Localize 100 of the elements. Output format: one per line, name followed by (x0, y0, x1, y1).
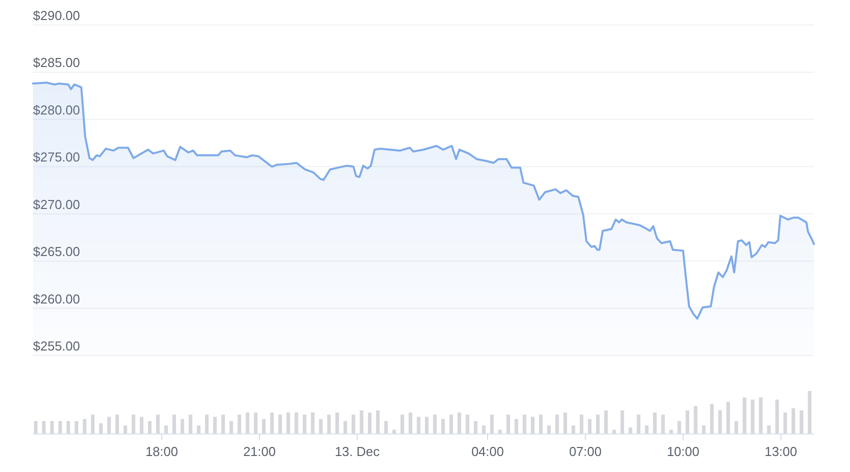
x-tick-label: 21:00 (243, 444, 276, 459)
bar (400, 414, 404, 434)
bar (302, 414, 306, 434)
bar (278, 414, 282, 434)
x-tick-label: 10:00 (666, 444, 700, 459)
bar (319, 418, 323, 434)
y-tick-label: $255.00 (33, 338, 80, 354)
bar (490, 414, 494, 434)
bar (547, 425, 551, 434)
y-tick-label: $285.00 (33, 55, 80, 70)
bar (726, 402, 730, 434)
bar (376, 410, 380, 434)
y-tick-label: $265.00 (33, 244, 80, 260)
bar (628, 428, 632, 434)
bar (750, 400, 754, 434)
y-tick-label: $270.00 (33, 196, 80, 212)
x-tick-label: 07:00 (569, 444, 602, 459)
bar (522, 414, 526, 434)
bar (792, 408, 796, 434)
bar (238, 414, 242, 434)
bar (620, 410, 624, 434)
bar (74, 421, 78, 434)
bar (34, 421, 38, 434)
bar (384, 421, 388, 434)
bar (107, 416, 111, 434)
bar (310, 412, 315, 434)
x-tick-label: 04:00 (471, 444, 504, 459)
bar (644, 425, 649, 434)
bar (99, 423, 103, 434)
bar (262, 418, 266, 434)
bar (180, 418, 184, 434)
bar (50, 421, 54, 434)
bar (441, 418, 445, 434)
bar (678, 421, 682, 434)
bar (800, 410, 804, 434)
bar (458, 412, 462, 434)
bar (514, 418, 518, 434)
bar (742, 397, 746, 434)
bar (270, 412, 274, 434)
bar (702, 425, 706, 434)
bar (669, 430, 673, 434)
bar (352, 414, 356, 434)
bar (360, 410, 364, 434)
bar (474, 421, 478, 434)
y-tick-label: $260.00 (33, 291, 80, 306)
bar (758, 397, 763, 434)
bar (204, 414, 209, 434)
bar (612, 430, 616, 434)
bar (196, 425, 200, 434)
bar (539, 414, 543, 434)
bar (424, 416, 429, 434)
bar (734, 421, 738, 434)
bar (172, 414, 176, 434)
x-tick-label: 13. Dec (334, 444, 380, 459)
bar (221, 414, 225, 434)
bar (449, 414, 453, 434)
bar (653, 412, 657, 434)
bar (115, 414, 119, 434)
bar (498, 430, 502, 434)
bar (783, 412, 788, 434)
bar (563, 412, 568, 434)
bar (42, 421, 46, 434)
bar (368, 412, 372, 434)
bar (636, 414, 640, 434)
bar (661, 414, 665, 434)
y-tick-label: $275.00 (33, 150, 80, 165)
bar (686, 410, 690, 434)
bar (694, 406, 698, 434)
bar (213, 416, 217, 434)
bar (718, 410, 722, 434)
bar (596, 414, 600, 434)
y-tick-label: $280.00 (33, 102, 80, 118)
bar (775, 400, 779, 434)
bar (506, 414, 510, 434)
bar (588, 418, 592, 434)
bar (408, 412, 412, 434)
bar (530, 416, 534, 434)
bar (156, 414, 160, 434)
bar (466, 414, 470, 434)
bar (604, 410, 608, 434)
bar (140, 416, 144, 434)
bar (327, 414, 331, 434)
bar (286, 412, 290, 434)
bar (188, 414, 192, 434)
bar (148, 421, 152, 434)
bar (335, 412, 339, 434)
bar (555, 414, 559, 434)
bar (229, 421, 234, 434)
bar (710, 404, 714, 434)
y-tick-label: $290.00 (33, 8, 80, 23)
bar (808, 391, 812, 434)
bar (66, 421, 70, 434)
x-tick-label: 13:00 (764, 444, 798, 459)
bar (58, 421, 62, 434)
bar (343, 421, 348, 434)
bar (482, 425, 486, 434)
bar (246, 412, 250, 434)
bar (433, 414, 437, 434)
bar (580, 414, 584, 434)
bar (164, 425, 168, 434)
